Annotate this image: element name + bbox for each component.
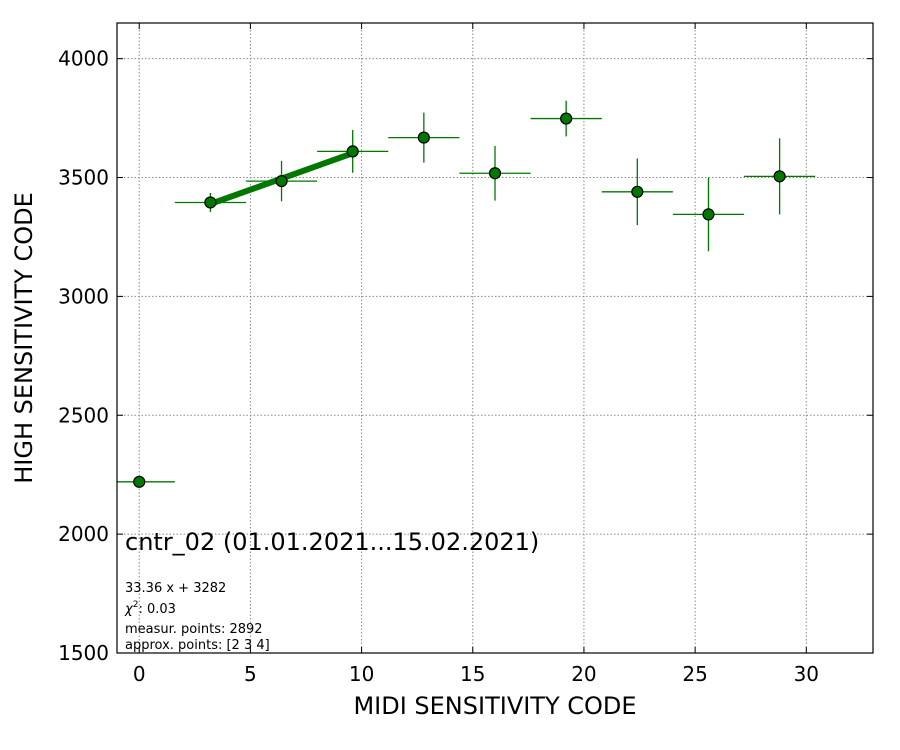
data-point	[702, 208, 715, 221]
x-tick-label: 0	[133, 662, 146, 686]
grid-lines	[117, 23, 873, 654]
x-tick-label: 15	[460, 662, 485, 686]
x-tick-label: 30	[794, 662, 819, 686]
y-tick-label: 2000	[58, 522, 109, 546]
data-point	[346, 145, 359, 158]
data-point	[204, 196, 217, 209]
error-bars	[117, 100, 816, 483]
x-tick-label: 5	[244, 662, 257, 686]
data-point	[417, 131, 430, 144]
chi-squared: χ2: 0.03	[124, 600, 176, 617]
axis-ticks	[117, 23, 873, 654]
y-tick-label: 4000	[58, 47, 109, 71]
data-point	[560, 112, 573, 125]
y-axis-label: HIGH SENSITIVITY CODE	[10, 192, 38, 484]
y-tick-label: 3000	[58, 284, 109, 308]
data-point	[275, 174, 288, 188]
chi-symbol: χ	[124, 602, 134, 617]
data-point	[631, 185, 644, 198]
tick-labels: 0 5 10 15 20 25 30 1500 2000 2500 3000 3500 4000	[58, 47, 819, 686]
x-tick-label: 20	[571, 662, 596, 686]
y-tick-label: 1500	[58, 641, 109, 665]
data-point	[488, 167, 502, 180]
chi-superscript: 2	[133, 600, 139, 610]
x-axis-label: MIDI SENSITIVITY CODE	[353, 692, 636, 720]
x-tick-label: 10	[349, 662, 374, 686]
x-tick-label: 25	[682, 662, 707, 686]
chi-value: : 0.03	[138, 602, 175, 617]
data-point	[773, 170, 786, 183]
fit-equation: 33.36 x + 3282	[125, 581, 226, 596]
y-tick-label: 3500	[58, 166, 109, 190]
chart-title: cntr_02 (01.01.2021...15.02.2021)	[125, 528, 539, 556]
measur-points-label: measur. points: 2892	[125, 622, 263, 637]
plot-area-frame	[116, 22, 874, 654]
data-points	[133, 112, 786, 488]
data-point	[133, 475, 146, 488]
y-tick-label: 2500	[58, 403, 109, 427]
approx-points-label: approx. points: [2 3 4]	[125, 638, 270, 653]
